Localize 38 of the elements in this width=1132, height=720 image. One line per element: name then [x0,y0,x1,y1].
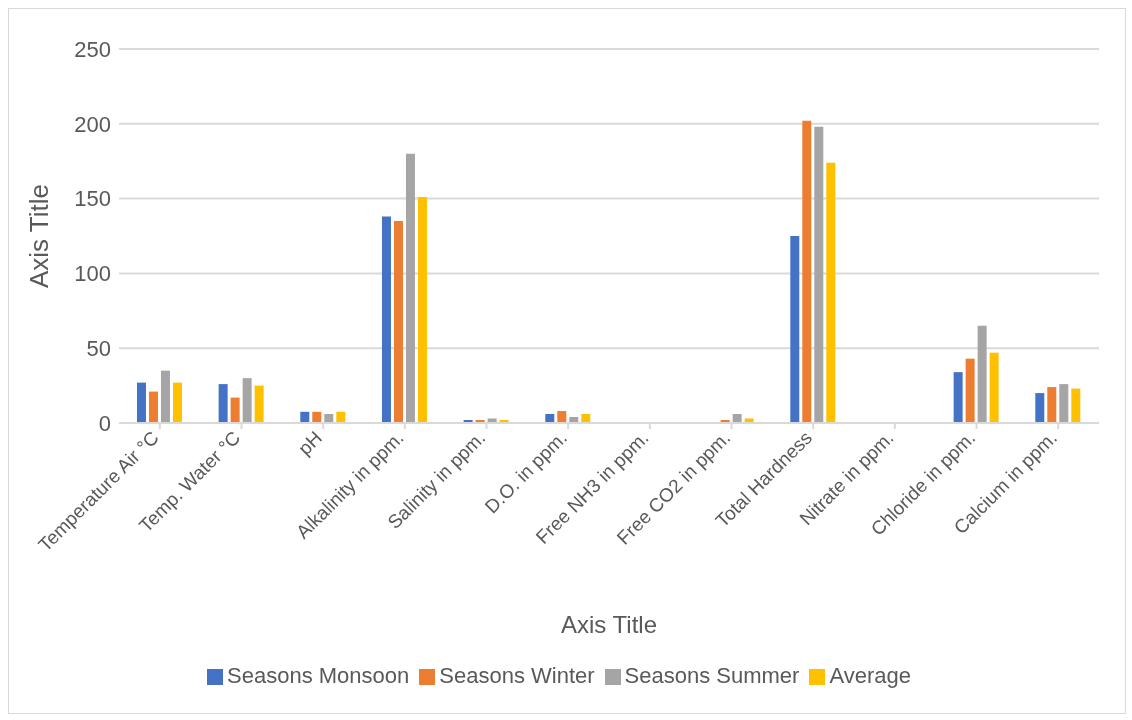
y-tick-label: 0 [98,410,111,436]
bar [1059,384,1069,423]
bar [230,397,240,423]
legend-label: Seasons Summer [624,663,800,688]
bar [802,120,812,423]
bar [417,197,427,423]
bar [953,372,963,423]
bar [172,382,182,423]
bar [160,370,170,423]
bar [381,216,391,423]
bar [790,236,800,423]
bar [254,385,264,423]
y-axis-title: Axis Title [24,183,55,289]
bar [1035,393,1045,423]
legend-label: Seasons Winter [439,663,595,688]
bar [965,358,975,423]
bar [393,221,403,423]
y-tick-label: 150 [74,186,111,212]
legend-label: Seasons Monsoon [227,663,410,688]
bar [1071,388,1081,423]
bar [148,391,158,423]
y-tick-label: 50 [86,336,111,362]
x-axis-title: Axis Title [560,611,658,638]
bar [242,378,252,423]
bar [826,162,836,423]
bar [977,325,987,423]
x-tick-label: pH [293,426,326,460]
bar [136,382,146,423]
bar [218,384,228,423]
bar [989,352,999,423]
y-tick-label: 200 [74,111,111,137]
bar [814,126,824,423]
bar [1047,387,1057,423]
bar [557,411,567,423]
bar [405,153,415,423]
y-tick-label: 100 [74,261,111,287]
legend-label: Average [829,663,911,688]
y-tick-label: 250 [74,36,111,62]
